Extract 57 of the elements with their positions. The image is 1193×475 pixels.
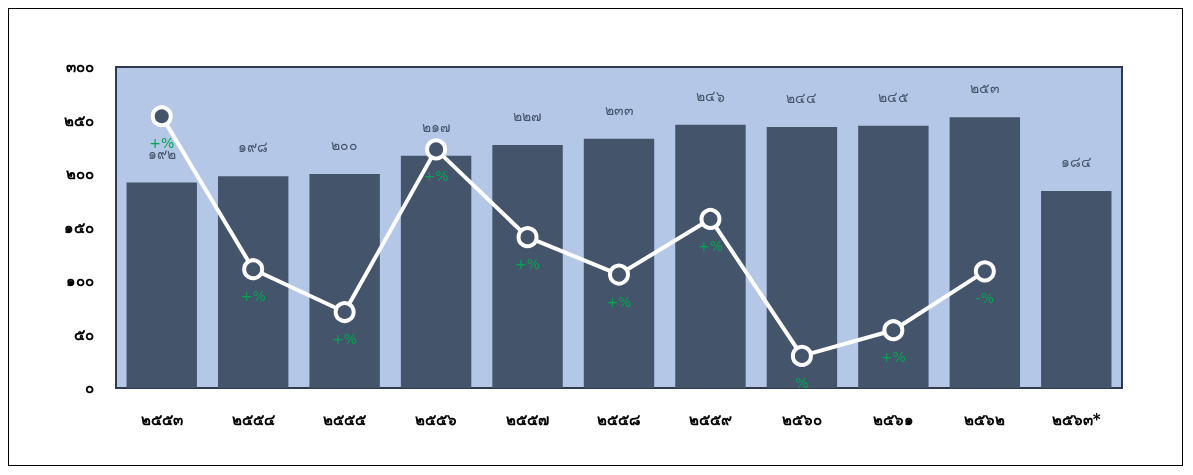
data-label: +% — [515, 256, 541, 273]
data-label: +% — [423, 168, 449, 185]
data-label: ๒๔๔ — [786, 89, 818, 106]
bar — [126, 182, 197, 388]
point — [150, 105, 173, 128]
data-label: % — [795, 374, 809, 391]
point — [425, 138, 448, 161]
bar — [675, 124, 746, 388]
bar — [949, 117, 1021, 388]
x-tick-label: ๒๕๕๙ — [688, 410, 732, 429]
data-label: ๒๔๖ — [695, 87, 725, 104]
y-tick-label: ๒๐๐ — [66, 165, 94, 183]
y-tick-label: ๑๐๐ — [66, 272, 94, 290]
bar — [309, 174, 380, 388]
x-tick-label: ๒๕๖๑ — [872, 410, 914, 429]
x-tick-label: ๒๕๕๔ — [231, 410, 276, 429]
y-tick-label: ๕๐ — [74, 325, 94, 344]
x-tick-label: ๒๕๕๘ — [597, 410, 641, 429]
x-tick-label: ๒๕๕๓ — [140, 410, 183, 429]
point — [516, 226, 539, 249]
data-label: -% — [975, 290, 994, 307]
bar — [858, 125, 929, 388]
bar — [1041, 191, 1112, 388]
x-tick-label: ๒๕๕๖ — [415, 410, 458, 429]
data-label: ๑๘๔ — [1060, 154, 1092, 171]
data-label: ๒๕๓ — [969, 80, 1000, 97]
point — [882, 319, 905, 342]
y-tick-label: ๒๕๐ — [64, 111, 94, 130]
data-label: +% — [332, 331, 358, 348]
data-label: ๒๔๕ — [877, 88, 909, 105]
y-tick-label: ๓๐๐ — [66, 58, 94, 76]
data-label: +% — [606, 293, 632, 310]
x-tick-label: ๒๕๖๓* — [1051, 410, 1101, 429]
data-label: ๑๙๘ — [238, 139, 269, 156]
bar — [217, 176, 289, 388]
bar — [583, 138, 655, 388]
point — [790, 344, 813, 367]
point — [333, 301, 356, 324]
point — [699, 207, 722, 230]
x-tick-label: ๒๕๖๒ — [964, 410, 1006, 429]
data-label: ๒๑๗ — [421, 118, 451, 135]
data-label: +% — [880, 349, 906, 366]
bar — [766, 126, 838, 388]
data-label: ๒๐๐ — [331, 137, 359, 153]
point — [608, 263, 630, 286]
x-tick-label: ๒๕๕๕ — [323, 410, 368, 429]
bar — [492, 145, 563, 388]
y-tick-label: ๐ — [85, 379, 94, 397]
y-tick-label: ๑๕๐ — [64, 218, 94, 237]
point — [973, 260, 996, 283]
x-tick-label: ๒๕๖๐ — [781, 410, 822, 429]
data-label: +% — [697, 237, 723, 254]
data-label: ๒๓๓ — [604, 101, 634, 118]
x-tick-label: ๒๕๕๗ — [506, 410, 550, 429]
data-label: +% — [240, 288, 266, 305]
data-label: ๒๒๗ — [513, 108, 543, 125]
point — [242, 258, 265, 281]
